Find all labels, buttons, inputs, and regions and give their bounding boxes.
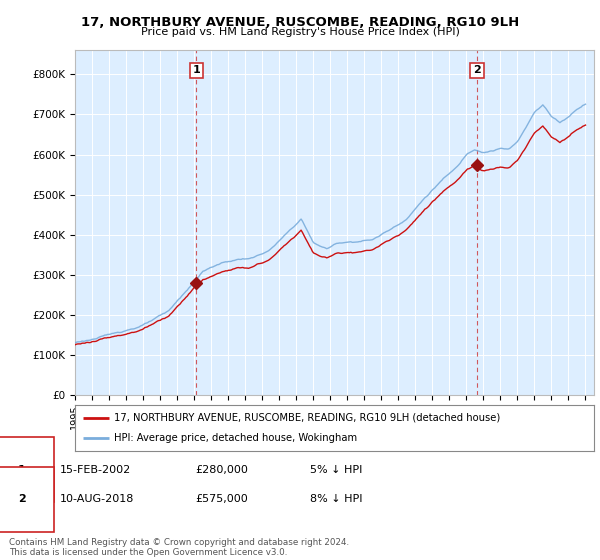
Text: 1: 1 [18,464,26,474]
Text: £280,000: £280,000 [195,464,248,474]
Text: 17, NORTHBURY AVENUE, RUSCOMBE, READING, RG10 9LH (detached house): 17, NORTHBURY AVENUE, RUSCOMBE, READING,… [114,413,500,423]
Text: 8% ↓ HPI: 8% ↓ HPI [310,494,362,505]
Text: 15-FEB-2002: 15-FEB-2002 [60,464,131,474]
Text: 2: 2 [473,66,481,76]
Text: HPI: Average price, detached house, Wokingham: HPI: Average price, detached house, Woki… [114,433,357,443]
Text: Price paid vs. HM Land Registry's House Price Index (HPI): Price paid vs. HM Land Registry's House … [140,27,460,37]
Text: 17, NORTHBURY AVENUE, RUSCOMBE, READING, RG10 9LH: 17, NORTHBURY AVENUE, RUSCOMBE, READING,… [81,16,519,29]
Text: 5% ↓ HPI: 5% ↓ HPI [310,464,362,474]
Text: £575,000: £575,000 [195,494,248,505]
Text: Contains HM Land Registry data © Crown copyright and database right 2024.
This d: Contains HM Land Registry data © Crown c… [9,538,349,557]
Text: 1: 1 [192,66,200,76]
Text: 10-AUG-2018: 10-AUG-2018 [60,494,134,505]
Text: 2: 2 [18,494,26,505]
